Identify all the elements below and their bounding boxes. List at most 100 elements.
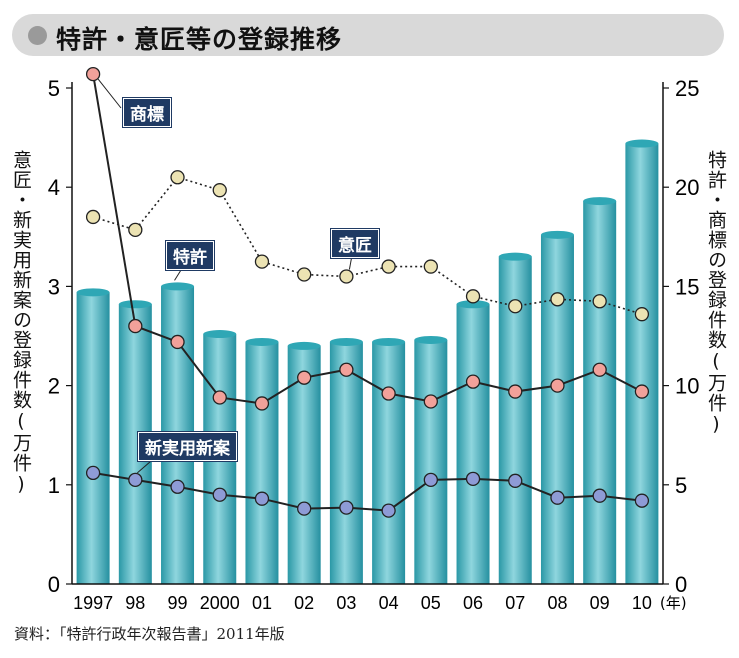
left-tick-label: 4	[48, 175, 60, 200]
point-3-10	[634, 493, 650, 508]
point-1-2000	[212, 390, 227, 405]
series-label-patent: 特許	[165, 240, 215, 271]
bar-patent-08	[540, 234, 574, 585]
point-2-03	[339, 269, 354, 284]
point-2-02	[297, 267, 312, 282]
bar-cap-patent-10	[625, 139, 659, 148]
bar-cap-patent-07	[498, 252, 532, 261]
x-tick-label: 08	[547, 593, 567, 613]
point-3-01	[254, 491, 270, 506]
bar-patent-02	[287, 345, 321, 584]
point-1-04	[381, 386, 396, 401]
point-1-1997	[85, 66, 101, 82]
point-1-06	[465, 374, 481, 389]
point-3-98	[128, 472, 143, 487]
right-tick-label: 15	[675, 274, 699, 299]
bar-cap-patent-02	[287, 341, 321, 350]
bar-cap-patent-99	[161, 282, 195, 291]
title-bar: 特許・意匠等の登録推移	[12, 14, 724, 56]
point-2-98	[128, 222, 143, 238]
point-1-99	[170, 334, 185, 350]
point-2-01	[254, 254, 270, 269]
point-3-05	[423, 472, 438, 487]
bar-cap-patent-1997	[76, 288, 110, 297]
left-tick-label: 5	[48, 76, 60, 101]
bar-cap-patent-98	[118, 300, 152, 309]
right-tick-label: 25	[675, 76, 699, 101]
leader-line-0	[97, 78, 122, 109]
left-tick-label: 1	[48, 473, 60, 498]
x-unit-label: (年)	[660, 594, 687, 612]
point-2-2000	[212, 183, 227, 198]
x-tick-label: 02	[294, 593, 314, 613]
x-tick-label: 04	[379, 593, 399, 613]
line-3	[92, 471, 643, 512]
point-3-09	[592, 488, 607, 503]
bar-cap-patent-04	[372, 337, 406, 346]
right-axis-label: 特許・商標の登録件数(万件)	[705, 150, 727, 436]
point-3-03	[339, 500, 354, 515]
bar-patent-06	[456, 304, 490, 584]
point-2-05	[423, 259, 438, 274]
point-2-09	[592, 294, 607, 309]
point-2-07	[508, 299, 523, 314]
series-label-utility-model: 新実用新案	[137, 431, 238, 462]
x-tick-label: 03	[336, 593, 356, 613]
point-3-2000	[212, 487, 227, 502]
left-tick-label: 2	[48, 374, 60, 399]
point-1-05	[423, 394, 438, 409]
bar-patent-1997	[76, 292, 110, 584]
axes	[66, 82, 669, 585]
x-tick-label: 07	[505, 593, 525, 613]
right-tick-label: 10	[675, 374, 699, 399]
bar-patent-09	[583, 201, 617, 584]
series-label-trademark: 商標	[122, 97, 172, 128]
point-3-06	[465, 471, 481, 486]
x-tick-label: 06	[463, 593, 483, 613]
x-tick-label: 01	[252, 593, 272, 613]
point-3-08	[550, 490, 565, 505]
point-1-02	[297, 370, 312, 385]
right-tick-label: 0	[675, 572, 687, 597]
point-1-98	[128, 318, 143, 334]
bar-patent-03	[329, 341, 363, 584]
title-bullet-icon	[28, 26, 47, 45]
point-3-04	[381, 503, 396, 518]
x-tick-label: 09	[590, 593, 610, 613]
left-tick-label: 0	[48, 572, 60, 597]
point-2-04	[381, 259, 396, 274]
point-3-07	[508, 473, 523, 488]
point-1-01	[254, 396, 270, 411]
point-1-07	[508, 384, 523, 399]
point-3-1997	[85, 465, 101, 481]
bar-patent-05	[414, 339, 448, 584]
right-tick-label: 20	[675, 175, 699, 200]
x-tick-label: 1997	[73, 593, 113, 613]
bar-patent-01	[245, 341, 279, 584]
x-tick-label: 99	[168, 593, 188, 613]
x-tick-label: 05	[421, 593, 441, 613]
bar-cap-patent-06	[456, 300, 490, 309]
bar-cap-patent-09	[583, 197, 617, 206]
bar-cap-patent-01	[245, 337, 279, 346]
point-2-10	[634, 307, 650, 322]
bars	[76, 139, 659, 585]
point-2-06	[465, 289, 481, 304]
point-1-10	[634, 384, 650, 399]
point-3-02	[297, 501, 312, 516]
right-tick-label: 5	[675, 473, 687, 498]
point-1-03	[339, 362, 354, 377]
point-2-1997	[85, 209, 101, 225]
bar-cap-patent-2000	[203, 330, 237, 339]
chart-title: 特許・意匠等の登録推移	[56, 25, 343, 54]
point-1-08	[550, 378, 565, 393]
left-axis-label: 意匠・新実用新案の登録件数(万件)	[10, 150, 32, 496]
lines	[85, 66, 650, 518]
x-tick-label: 10	[632, 593, 652, 613]
source-note: 資料：「特許行政年次報告書」2011年版	[14, 625, 285, 643]
point-2-99	[170, 170, 185, 185]
x-tick-label: 98	[125, 593, 145, 613]
bar-patent-10	[625, 143, 659, 584]
bar-patent-04	[372, 341, 406, 584]
